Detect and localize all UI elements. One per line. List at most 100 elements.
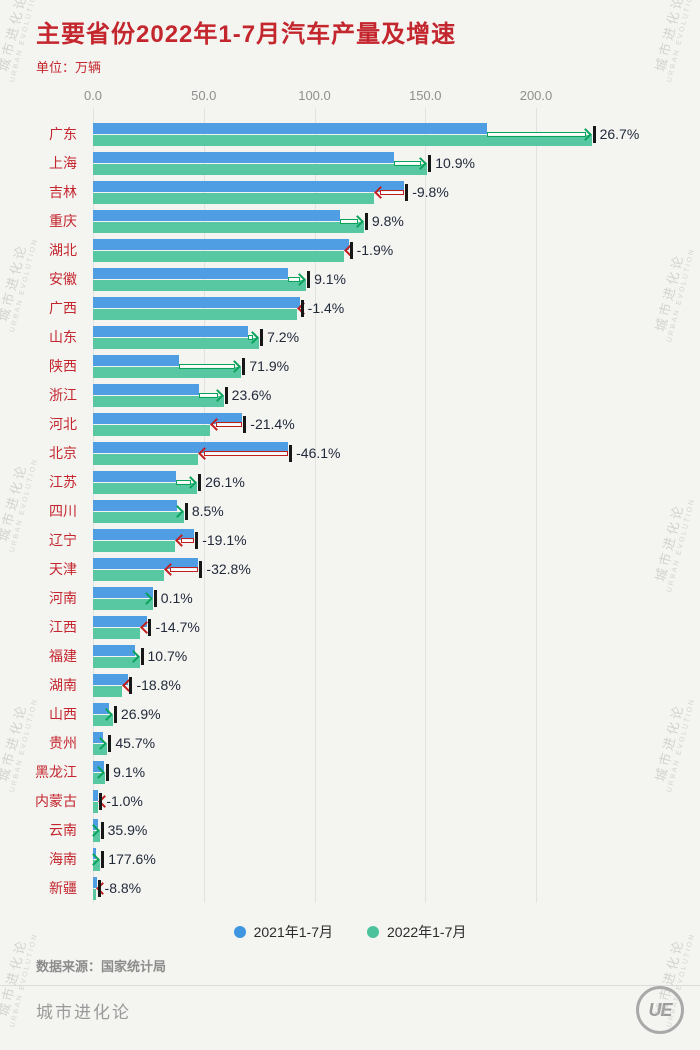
growth-arrow-shaft (379, 190, 405, 195)
chart-row: 海南 177.6% (0, 845, 700, 874)
bar-2022 (93, 512, 184, 523)
bar-2022 (93, 483, 198, 494)
growth-label: 9.1% (113, 764, 146, 780)
bar-2022 (93, 309, 297, 320)
gridline (536, 108, 537, 903)
watermark-line1: 城市进化论 (652, 0, 687, 74)
growth-arrow-shaft (204, 451, 289, 456)
growth-label: -32.8% (206, 561, 251, 577)
bar-2022 (93, 686, 122, 697)
growth-label: 26.7% (599, 126, 640, 142)
growth-label: 23.6% (231, 387, 272, 403)
bar-2021 (93, 848, 96, 859)
province-label: 福建 (49, 648, 77, 664)
chart-row: 重庆 9.8% (0, 207, 700, 236)
province-label: 四川 (49, 503, 77, 519)
bar-2021 (93, 413, 243, 424)
value-marker (224, 387, 228, 404)
chart-row: 吉林 -9.8% (0, 178, 700, 207)
bar-chart-plot: 广东 26.7% 上海 10.9% 吉林 -9.8% 重庆 9.8% 湖北 -1.9% 安徽 9.1%… (0, 108, 700, 903)
province-label: 上海 (49, 155, 77, 171)
province-label: 新疆 (49, 880, 77, 896)
x-axis-tick-label: 150.0 (408, 88, 442, 103)
ue-logo-text: UE (648, 999, 672, 1020)
chart-row: 辽宁 -19.1% (0, 526, 700, 555)
province-label: 湖北 (49, 242, 77, 258)
footer-divider (0, 985, 700, 986)
chart-row: 贵州 45.7% (0, 729, 700, 758)
value-marker (300, 300, 304, 317)
growth-arrow-shaft (179, 364, 236, 369)
bar-2022 (93, 164, 428, 175)
growth-label: -19.1% (202, 532, 247, 548)
bar-2021 (93, 819, 98, 830)
bar-2021 (93, 645, 136, 656)
growth-label: 0.1% (160, 590, 193, 606)
growth-label: 10.7% (147, 648, 188, 664)
province-label: 天津 (49, 561, 77, 577)
province-label: 山西 (49, 706, 77, 722)
x-axis-tick-label: 50.0 (191, 88, 217, 103)
bar-2021 (93, 181, 405, 192)
growth-arrow-shaft (169, 567, 199, 572)
bar-2021 (93, 123, 487, 134)
legend-dot-2021 (233, 926, 246, 938)
province-label: 广东 (49, 126, 77, 142)
growth-label: 26.9% (120, 706, 161, 722)
growth-label: 35.9% (107, 822, 148, 838)
chart-row: 上海 10.9% (0, 149, 700, 178)
growth-label: 26.1% (205, 474, 245, 490)
value-marker (307, 271, 311, 288)
chart-row: 北京 -46.1% (0, 439, 700, 468)
province-label: 北京 (49, 445, 77, 461)
bar-2021 (93, 384, 199, 395)
value-marker (405, 184, 409, 201)
bar-2022 (93, 628, 140, 639)
watermark: 城市进化论 URBAN EVOLUTION (645, 0, 699, 94)
growth-arrow-shaft (288, 277, 301, 282)
bar-2022 (93, 135, 592, 146)
province-label: 广西 (49, 300, 77, 316)
value-marker (289, 445, 293, 462)
chart-row: 安徽 9.1% (0, 265, 700, 294)
value-marker (97, 880, 101, 897)
chart-row: 山东 7.2% (0, 323, 700, 352)
bar-2022 (93, 657, 140, 668)
bar-2021 (93, 529, 195, 540)
value-marker (113, 706, 117, 723)
growth-label: -18.8% (136, 677, 181, 693)
bar-2021 (93, 732, 103, 743)
chart-row: 广西 -1.4% (0, 294, 700, 323)
growth-label: 45.7% (115, 735, 156, 751)
value-marker (108, 735, 112, 752)
growth-label: 177.6% (108, 851, 156, 867)
bar-2021 (93, 674, 129, 685)
province-label: 重庆 (49, 213, 77, 229)
bar-2022 (93, 193, 374, 204)
province-label: 河北 (49, 416, 77, 432)
growth-label: -1.4% (307, 300, 345, 316)
growth-label: -46.1% (296, 445, 341, 461)
bar-2022 (93, 367, 242, 378)
province-label: 云南 (49, 822, 77, 838)
gridline (203, 108, 205, 903)
bar-2022 (93, 396, 224, 407)
province-label: 贵州 (49, 735, 77, 751)
bar-2022 (93, 338, 260, 349)
bar-2022 (93, 773, 106, 784)
value-marker (364, 213, 368, 230)
bar-2021 (93, 616, 148, 627)
province-label: 海南 (49, 851, 77, 867)
province-label: 江苏 (49, 474, 77, 490)
growth-label: -21.4% (250, 416, 295, 432)
province-label: 辽宁 (49, 532, 77, 548)
value-marker (140, 648, 144, 665)
province-label: 吉林 (49, 184, 77, 200)
gridline (314, 108, 316, 903)
growth-arrow-shaft (180, 538, 195, 543)
value-marker (99, 793, 103, 810)
page-title: 主要省份2022年1-7月汽车产量及增速 (36, 21, 457, 48)
value-marker (199, 561, 203, 578)
chart-row: 陕西 71.9% (0, 352, 700, 381)
